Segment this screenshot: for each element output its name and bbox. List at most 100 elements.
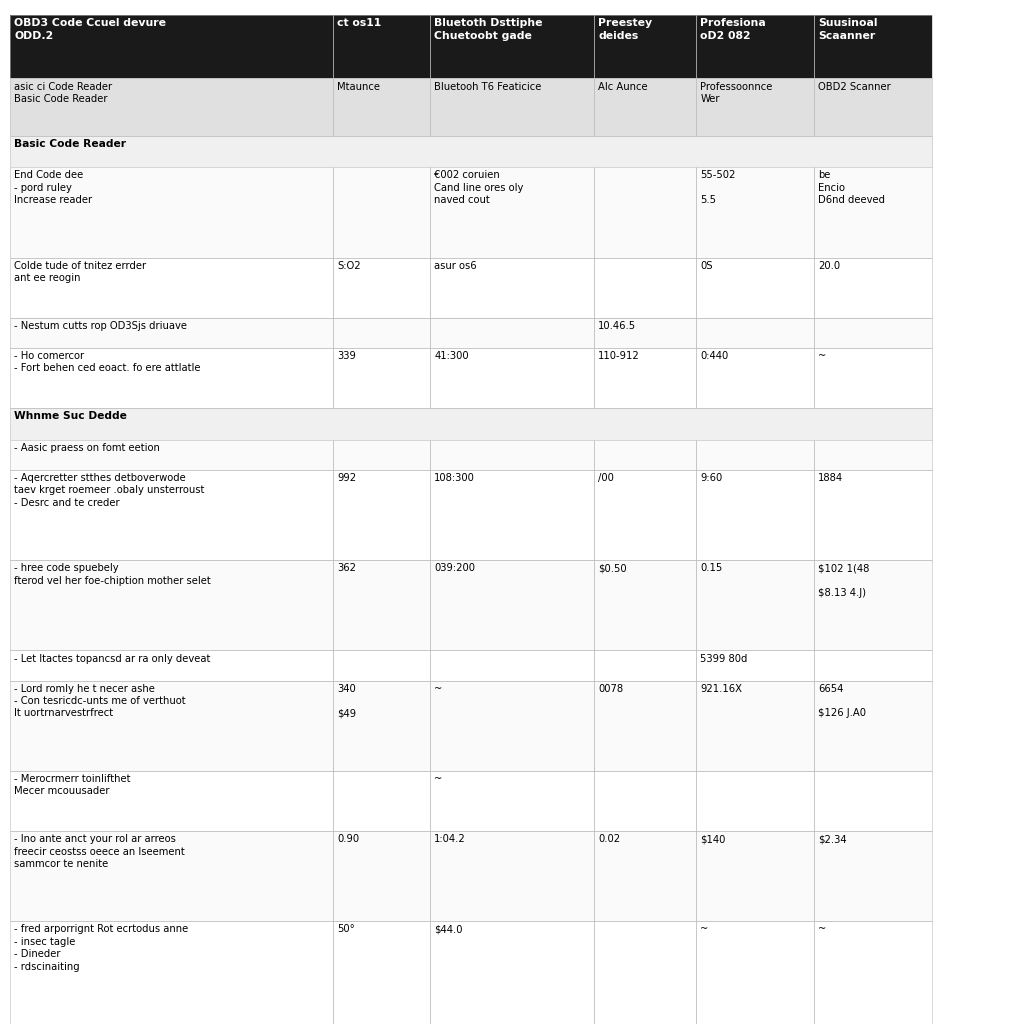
Bar <box>594 348 696 409</box>
Bar <box>10 409 932 439</box>
Bar <box>333 15 430 79</box>
Bar <box>333 771 430 831</box>
Bar <box>333 317 430 348</box>
Text: ct os11: ct os11 <box>337 18 381 29</box>
Bar <box>814 922 932 1024</box>
Text: 0S: 0S <box>700 261 713 270</box>
Bar <box>430 15 594 79</box>
Bar <box>814 79 932 136</box>
Text: ~: ~ <box>818 351 826 361</box>
Text: Bluetoth Dsttiphe
Chuetoobt gade: Bluetoth Dsttiphe Chuetoobt gade <box>434 18 543 41</box>
Bar <box>814 15 932 79</box>
Bar <box>333 922 430 1024</box>
Bar <box>430 348 594 409</box>
Text: 362: 362 <box>337 563 356 573</box>
Text: 1:04.2: 1:04.2 <box>434 835 466 844</box>
Text: ~: ~ <box>700 925 709 935</box>
Bar <box>430 258 594 317</box>
Bar <box>594 258 696 317</box>
Bar <box>333 681 430 771</box>
Bar <box>814 317 932 348</box>
Bar <box>430 167 594 258</box>
Bar <box>696 831 814 922</box>
Text: 5399 80d: 5399 80d <box>700 653 748 664</box>
Bar <box>696 79 814 136</box>
Bar <box>696 79 814 136</box>
Bar <box>594 831 696 922</box>
Text: 1884: 1884 <box>818 473 844 483</box>
Text: 039:200: 039:200 <box>434 563 475 573</box>
Text: 20.0: 20.0 <box>818 261 841 270</box>
Bar <box>10 681 333 771</box>
Bar <box>594 15 696 79</box>
Text: - hree code spuebely
fterod vel her foe-chiption mother selet: - hree code spuebely fterod vel her foe-… <box>14 563 211 586</box>
Bar <box>594 922 696 1024</box>
Text: 55-502

5.5: 55-502 5.5 <box>700 170 736 205</box>
Bar <box>696 167 814 258</box>
Bar <box>10 922 333 1024</box>
Bar <box>814 167 932 258</box>
Bar <box>10 348 333 409</box>
Bar <box>696 15 814 79</box>
Bar <box>10 167 333 258</box>
Text: 9:60: 9:60 <box>700 473 723 483</box>
Text: Profesiona
oD2 082: Profesiona oD2 082 <box>700 18 766 41</box>
Bar <box>10 771 333 831</box>
Text: ~: ~ <box>818 925 826 935</box>
Text: S:O2: S:O2 <box>337 261 360 270</box>
Bar <box>696 650 814 681</box>
Text: - Nestum cutts rop OD3Sjs driuave: - Nestum cutts rop OD3Sjs driuave <box>14 321 187 331</box>
Text: 108:300: 108:300 <box>434 473 475 483</box>
Bar <box>696 439 814 470</box>
Text: 41:300: 41:300 <box>434 351 469 361</box>
Text: - Lord romly he t necer ashe
- Con tesricdc-unts me of verthuot
It uortrnarvestr: - Lord romly he t necer ashe - Con tesri… <box>14 684 186 719</box>
Bar <box>594 317 696 348</box>
Bar <box>814 470 932 560</box>
Text: - Merocrmerr toinlifthet
Mecer mcouusader: - Merocrmerr toinlifthet Mecer mcouusade… <box>14 774 131 797</box>
Bar <box>430 348 594 409</box>
Text: $44.0: $44.0 <box>434 925 463 935</box>
Bar <box>594 439 696 470</box>
Bar <box>10 922 333 1024</box>
Bar <box>696 560 814 650</box>
Bar <box>814 681 932 771</box>
Bar <box>696 167 814 258</box>
Bar <box>696 258 814 317</box>
Bar <box>696 317 814 348</box>
Bar <box>10 560 333 650</box>
Bar <box>814 258 932 317</box>
Bar <box>696 650 814 681</box>
Bar <box>814 771 932 831</box>
Text: ~: ~ <box>434 774 442 784</box>
Text: $140: $140 <box>700 835 726 844</box>
Bar <box>333 79 430 136</box>
Bar <box>696 470 814 560</box>
Text: 992: 992 <box>337 473 356 483</box>
Bar <box>814 650 932 681</box>
Bar <box>333 167 430 258</box>
Bar <box>594 560 696 650</box>
Text: 0.15: 0.15 <box>700 563 723 573</box>
Text: - Ho comercor
- Fort behen ced eoact. fo ere attlatle: - Ho comercor - Fort behen ced eoact. fo… <box>14 351 201 374</box>
Bar <box>594 167 696 258</box>
Text: - Let ltactes topancsd ar ra only deveat: - Let ltactes topancsd ar ra only deveat <box>14 653 211 664</box>
Bar <box>430 15 594 79</box>
Text: 339: 339 <box>337 351 355 361</box>
Text: - Aasic praess on fomt eetion: - Aasic praess on fomt eetion <box>14 442 160 453</box>
Bar <box>10 167 333 258</box>
Bar <box>594 771 696 831</box>
Bar <box>333 258 430 317</box>
Bar <box>430 922 594 1024</box>
Bar <box>696 258 814 317</box>
Bar <box>696 771 814 831</box>
Bar <box>430 470 594 560</box>
Bar <box>333 922 430 1024</box>
Bar <box>10 439 333 470</box>
Bar <box>430 560 594 650</box>
Bar <box>430 650 594 681</box>
Bar <box>333 15 430 79</box>
Bar <box>333 348 430 409</box>
Text: asic ci Code Reader
Basic Code Reader: asic ci Code Reader Basic Code Reader <box>14 82 113 103</box>
Text: €002 coruien
Cand line ores oly
naved cout: €002 coruien Cand line ores oly naved co… <box>434 170 523 205</box>
Bar <box>814 15 932 79</box>
